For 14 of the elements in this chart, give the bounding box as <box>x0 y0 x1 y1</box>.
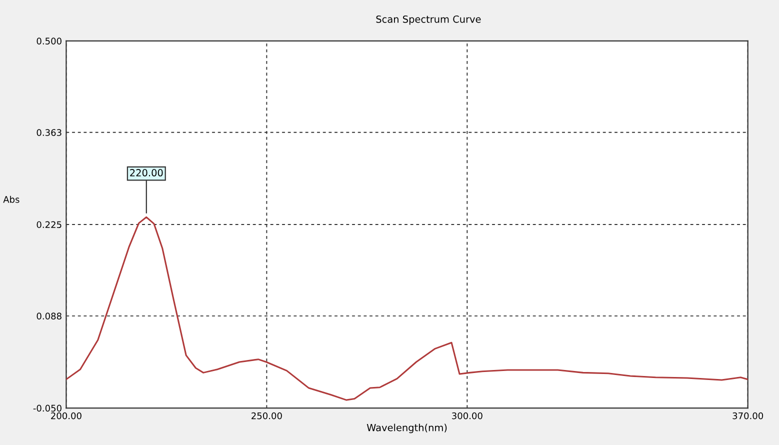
annotation: 220.00 <box>130 169 163 176</box>
y-tick-label: -0.050 <box>33 404 62 412</box>
x-tick-label: 200.00 <box>51 412 82 420</box>
x-tick-label: 250.00 <box>252 412 282 420</box>
x-tick-label: 370.00 <box>732 412 764 420</box>
y-tick-label: 0.500 <box>36 38 62 44</box>
y-tick-label: 0.363 <box>36 129 62 136</box>
y-tick-label: 0.088 <box>36 312 62 320</box>
y-axis-title: Abs <box>3 196 20 203</box>
x-tick-label: 300.00 <box>452 412 482 420</box>
x-axis-title: Wavelength(nm) <box>366 424 447 434</box>
y-tick-label: 0.225 <box>36 221 62 228</box>
line-series <box>66 216 748 401</box>
chart-title: Scan Spectrum Curve <box>376 15 481 25</box>
